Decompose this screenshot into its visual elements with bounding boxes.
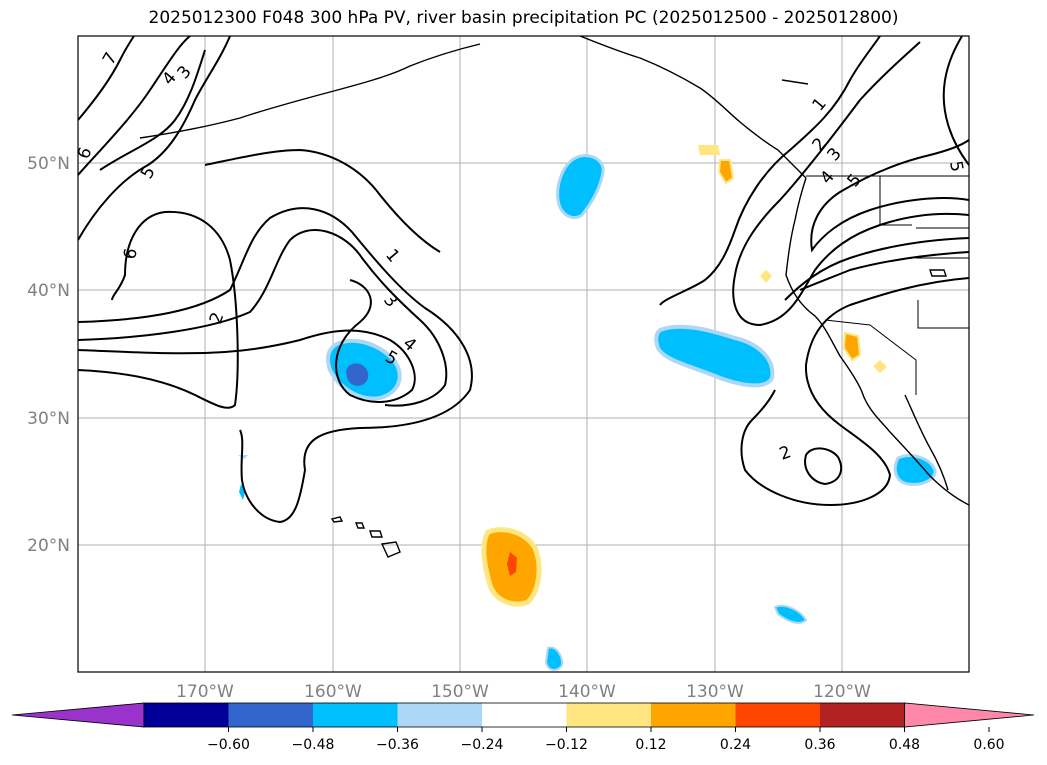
colorbar-tick-label: −0.36 bbox=[376, 737, 419, 753]
lat-label: 40°N bbox=[27, 281, 70, 301]
lon-label: 150°W bbox=[431, 682, 489, 702]
colorbar-tick-label: −0.48 bbox=[292, 737, 335, 753]
precip-neg-blob bbox=[654, 324, 775, 388]
lon-label: 130°W bbox=[686, 682, 744, 702]
precip-neg-blob bbox=[544, 646, 564, 671]
precip-pos-blob bbox=[717, 159, 735, 185]
colorbar-segment bbox=[651, 703, 736, 727]
colorbar-segment bbox=[228, 703, 314, 727]
precip-neg-blob bbox=[773, 604, 808, 624]
lat-label: 50°N bbox=[27, 154, 70, 174]
lat-label: 30°N bbox=[27, 409, 70, 429]
lat-labels: 50°N 40°N 30°N 20°N bbox=[27, 154, 70, 556]
coastlines bbox=[139, 36, 969, 558]
colorbar-segment bbox=[397, 703, 483, 727]
colorbar: −0.60 −0.48 −0.36 −0.24 −0.12 0.12 0.24 0.36 0.4… bbox=[11, 702, 1035, 753]
colorbar-extend-low bbox=[11, 702, 145, 728]
colorbar-segment bbox=[313, 703, 398, 727]
colorbar-tick-label: −0.60 bbox=[207, 737, 250, 753]
colorbar-segment bbox=[482, 703, 567, 727]
precip-pos-core bbox=[507, 552, 517, 576]
colorbar-segment bbox=[735, 703, 821, 727]
contour-label: 5 bbox=[945, 159, 967, 173]
colorbar-tick-label: 0.12 bbox=[635, 737, 666, 753]
colorbar-tick-label: 0.24 bbox=[720, 737, 751, 753]
colorbar-segment bbox=[144, 703, 229, 727]
precip-shading bbox=[238, 145, 937, 671]
colorbar-tick-label: 0.48 bbox=[889, 737, 920, 753]
map-frame bbox=[77, 35, 970, 673]
colorbar-tick-label: 0.60 bbox=[973, 737, 1004, 753]
lon-label: 170°W bbox=[176, 682, 234, 702]
precip-neg-blob bbox=[556, 154, 605, 220]
precip-neg-blob bbox=[238, 455, 248, 459]
lon-labels: 170°W 160°W 150°W 140°W 130°W 120°W bbox=[176, 682, 871, 702]
colorbar-segment bbox=[566, 703, 652, 727]
colorbar-tick-label: −0.12 bbox=[545, 737, 588, 753]
page-title: 2025012300 F048 300 hPa PV, river basin … bbox=[148, 8, 899, 28]
precip-pos-blob bbox=[842, 331, 862, 362]
colorbar-tick-label: 0.36 bbox=[804, 737, 835, 753]
colorbar-segment bbox=[820, 703, 905, 727]
precip-neg-blob bbox=[239, 484, 245, 500]
gridlines bbox=[78, 36, 969, 672]
colorbar-extend-high bbox=[904, 702, 1035, 728]
colorbar-frame bbox=[143, 702, 905, 728]
contour-label: 6 bbox=[120, 247, 142, 261]
precip-pos-blob bbox=[873, 360, 887, 373]
precip-pos-blob bbox=[698, 145, 720, 155]
precip-neg-core bbox=[346, 363, 369, 386]
lon-label: 140°W bbox=[558, 682, 616, 702]
colorbar-tick-label: −0.24 bbox=[461, 737, 504, 753]
lat-label: 20°N bbox=[27, 536, 70, 556]
lon-label: 120°W bbox=[813, 682, 871, 702]
pv-contours bbox=[78, 36, 969, 524]
precip-neg-blob bbox=[893, 454, 937, 486]
political-borders bbox=[806, 175, 969, 395]
precip-pos-blob bbox=[760, 270, 772, 283]
lon-label: 160°W bbox=[304, 682, 362, 702]
